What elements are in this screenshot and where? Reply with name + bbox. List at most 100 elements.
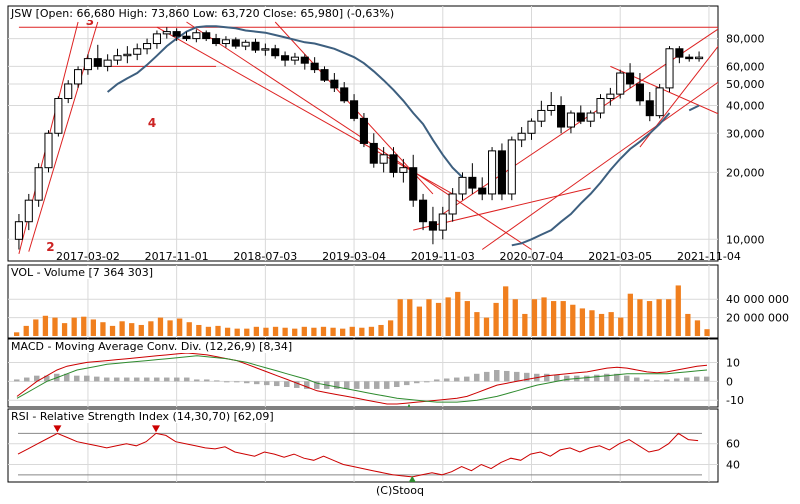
candle-body — [606, 93, 615, 100]
macd-histogram-bar — [694, 376, 700, 382]
volume-bar — [483, 317, 490, 336]
macd-histogram-bar — [404, 381, 410, 386]
macd-histogram-bar — [74, 375, 80, 382]
candle-body — [271, 48, 280, 57]
panel-title-background — [9, 266, 158, 279]
macd-histogram-bar — [304, 381, 310, 389]
macd-histogram-bar — [514, 371, 520, 382]
candle-body — [83, 58, 92, 71]
candle-body — [54, 98, 63, 134]
candle-body — [507, 139, 516, 195]
candle-body — [34, 167, 43, 201]
macd-histogram-bar — [34, 375, 40, 382]
macd-histogram-bar — [144, 377, 150, 382]
volume-bar — [570, 304, 576, 336]
volume-bar — [407, 299, 413, 336]
volume-bar — [579, 308, 586, 336]
volume-bar — [704, 329, 710, 336]
trend-line — [186, 21, 532, 250]
rsi-ytick-label: 40 — [726, 458, 740, 471]
volume-bar — [205, 326, 212, 336]
panel-title: VOL - Volume [7 364 303] — [11, 266, 153, 279]
volume-bar — [435, 302, 442, 336]
candle-body — [241, 41, 250, 47]
volume-ytick-label: 20 000 000 — [726, 312, 789, 325]
volume-bar — [292, 328, 298, 336]
macd-histogram-bar — [364, 381, 370, 389]
volume-bar — [340, 328, 346, 336]
candle-body — [231, 39, 240, 47]
macd-histogram-bar — [254, 381, 260, 385]
volume-bar — [589, 310, 595, 336]
volume-bar — [666, 299, 672, 336]
macd-panel — [14, 345, 710, 407]
macd-histogram-bar — [274, 381, 280, 387]
rsi-ytick-label: 60 — [726, 438, 740, 451]
macd-histogram-bar — [394, 381, 400, 387]
macd-histogram-bar — [64, 373, 70, 382]
candle-body — [64, 83, 73, 100]
macd-histogram-bar — [384, 381, 390, 389]
volume-bar — [177, 318, 183, 336]
volume-bar — [129, 323, 135, 336]
date-tick-label: 2021-03-05 — [588, 250, 652, 263]
candle-body — [369, 142, 378, 164]
macd-histogram-bar — [554, 374, 560, 382]
candle-body — [616, 72, 625, 95]
candle-body — [14, 221, 23, 240]
candle-body — [44, 132, 53, 169]
macd-histogram-bar — [444, 378, 450, 382]
price-ytick-label: 50,000 — [726, 78, 765, 91]
volume-bar — [61, 323, 68, 336]
macd-signal-line — [16, 355, 708, 403]
macd-histogram-bar — [214, 380, 220, 382]
candle-body — [576, 112, 585, 122]
macd-histogram-bar — [634, 377, 640, 382]
panel-titles: JSW [Open: 66,680 High: 73,860 Low: 63,7… — [9, 7, 399, 423]
macd-histogram-bar — [284, 381, 290, 387]
price-ytick-label: 60,000 — [726, 60, 765, 73]
candle-body — [192, 32, 201, 40]
date-tick-label: 2018-07-03 — [233, 250, 297, 263]
volume-bar — [646, 301, 653, 336]
candle-body — [290, 56, 299, 61]
macd-ytick-label: -10 — [726, 394, 744, 407]
macd-histogram-bar — [494, 370, 500, 382]
candle-body — [428, 221, 437, 231]
candle-body — [143, 43, 152, 50]
footer-credit: (C)Stooq — [375, 484, 424, 497]
macd-histogram-bar — [504, 370, 510, 382]
volume-ytick-label: 40 000 000 — [726, 293, 789, 306]
axes-labels: 10,000 20,000 30,000 40,000 50,000 60,000 80,0… — [56, 33, 789, 472]
rsi-overbought-marker — [152, 425, 160, 433]
macd-histogram-bar — [104, 377, 110, 382]
macd-ytick-label: 10 — [726, 356, 740, 369]
rsi-panel — [17, 425, 702, 482]
candle-body — [547, 104, 556, 111]
candle-body — [330, 79, 339, 89]
volume-bar — [368, 326, 375, 336]
macd-histogram-bar — [644, 379, 650, 382]
volume-bar — [234, 328, 240, 336]
panel-title-background — [9, 410, 278, 423]
panel-title: JSW [Open: 66,680 High: 73,860 Low: 63,7… — [10, 7, 394, 20]
volume-bar — [196, 324, 202, 336]
candle-body — [458, 176, 467, 195]
volume-bar — [244, 328, 250, 336]
macd-histogram-bar — [154, 377, 160, 382]
volume-bar — [531, 299, 538, 336]
candle-body — [645, 100, 654, 117]
rsi-line — [17, 432, 699, 478]
candle-body — [300, 56, 309, 64]
panel-title: MACD - Moving Average Conv. Div. (12,26,… — [11, 340, 292, 353]
candle-body — [517, 132, 526, 141]
macd-histogram-bar — [164, 377, 170, 382]
candle-body — [596, 98, 605, 114]
macd-histogram-bar — [244, 381, 250, 384]
volume-bar — [503, 286, 509, 336]
volume-bar — [464, 301, 470, 336]
volume-bar — [138, 324, 144, 336]
wave-annotation: 3 — [86, 14, 94, 28]
candle-body — [172, 31, 181, 37]
